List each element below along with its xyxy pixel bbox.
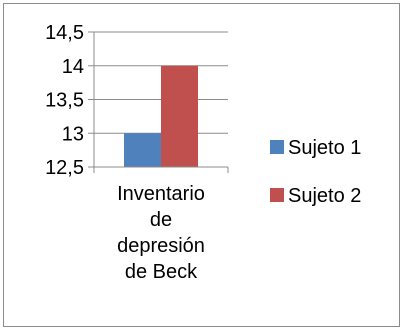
y-tick-label: 14,5 xyxy=(45,22,84,44)
y-tick-label: 13,5 xyxy=(45,90,84,112)
y-tick-labels: 12,5 13 13,5 14 14,5 xyxy=(45,22,84,179)
category-label-line: de Beck xyxy=(125,261,198,283)
category-label-line: de xyxy=(150,209,172,231)
bar-sujeto-2 xyxy=(161,65,198,167)
y-tick-label: 12,5 xyxy=(45,157,84,179)
legend-swatch xyxy=(270,140,284,154)
bars xyxy=(124,65,198,167)
chart-frame xyxy=(3,3,400,327)
legend-label: Sujeto 2 xyxy=(288,185,361,207)
legend-swatch xyxy=(270,188,284,202)
legend-label: Sujeto 1 xyxy=(288,137,361,159)
category-label-line: depresión xyxy=(117,235,205,257)
category-label-line: Inventario xyxy=(117,183,205,205)
bar-sujeto-1 xyxy=(124,133,161,167)
y-tick-label: 13 xyxy=(62,123,84,145)
legend: Sujeto 1 Sujeto 2 xyxy=(270,137,361,207)
category-labels: Inventario de depresión de Beck xyxy=(117,183,205,283)
y-tick-label: 14 xyxy=(62,56,84,78)
axes xyxy=(88,31,229,173)
